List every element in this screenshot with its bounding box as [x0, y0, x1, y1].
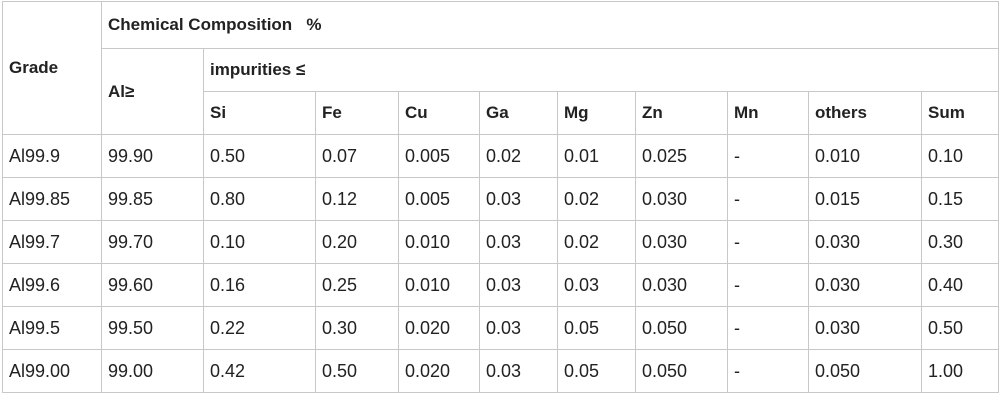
grade-cell: Al99.6 [2, 263, 102, 307]
value-cell: 0.50 [920, 306, 1000, 350]
value-cell: 0.05 [557, 349, 636, 393]
value-cell: 0.03 [479, 177, 558, 221]
value-cell: 0.03 [557, 263, 636, 307]
value-cell: 0.030 [635, 177, 728, 221]
header-row: Al≥ impurities ≤ [3, 48, 1000, 135]
value-cell: 0.020 [398, 306, 480, 350]
value-cell: 0.030 [808, 306, 922, 350]
value-cell: 0.10 [203, 220, 316, 264]
value-cell: 0.005 [398, 134, 480, 178]
value-cell: - [727, 220, 809, 264]
value-cell: 0.50 [315, 349, 399, 393]
value-cell: 0.050 [635, 349, 728, 393]
header-cell: Chemical Composition % [100, 1, 1000, 49]
value-cell: 0.16 [203, 263, 316, 307]
data-row: Al99.00 99.00 0.42 0.50 0.020 0.03 0.05 0.050-0… [2, 349, 1000, 393]
value-cell: 0.02 [557, 177, 636, 221]
column-header: Mn [727, 91, 809, 135]
value-cell: 0.020 [398, 349, 480, 393]
header-cell: impurities ≤ [202, 48, 1000, 92]
column-header: Ga [479, 91, 558, 135]
value-cell: 0.03 [479, 220, 558, 264]
grade-cell: Al99.5 [2, 306, 102, 350]
value-cell: 0.015 [808, 177, 922, 221]
value-cell: 0.005 [398, 177, 480, 221]
column-header: Sum [920, 91, 1000, 135]
header-cell: Al≥ [101, 48, 204, 135]
column-header: Zn [635, 91, 728, 135]
value-cell: 0.03 [479, 263, 558, 307]
value-cell: 0.30 [920, 220, 1000, 264]
grade-cell: Al99.9 [2, 134, 102, 178]
column-header: Si [203, 91, 316, 135]
value-cell: 0.050 [808, 349, 922, 393]
value-cell: 0.010 [398, 220, 480, 264]
value-cell: 0.030 [808, 263, 922, 307]
value-cell: 0.010 [398, 263, 480, 307]
grade-cell: Al99.00 [2, 349, 102, 393]
value-cell: 1.00 [920, 349, 1000, 393]
value-cell: 0.80 [203, 177, 316, 221]
value-cell: 99.90 [101, 134, 204, 178]
column-header: Fe [315, 91, 399, 135]
column-header: Cu [398, 91, 480, 135]
value-cell: 0.02 [479, 134, 558, 178]
value-cell: 0.025 [635, 134, 728, 178]
value-cell: 99.50 [101, 306, 204, 350]
value-cell: - [727, 134, 809, 178]
data-row: Al99.9 99.90 0.50 0.07 0.005 0.02 0.01 0.025-0.… [2, 134, 1000, 178]
value-cell: 0.25 [315, 263, 399, 307]
value-cell: 0.01 [557, 134, 636, 178]
value-cell: 0.12 [315, 177, 399, 221]
value-cell: 0.03 [479, 306, 558, 350]
value-cell: 0.15 [920, 177, 1000, 221]
value-cell: 0.07 [315, 134, 399, 178]
value-cell: 99.70 [101, 220, 204, 264]
value-cell: 0.30 [315, 306, 399, 350]
value-cell: - [727, 177, 809, 221]
data-row: Al99.6 99.60 0.16 0.25 0.010 0.03 0.03 0.030-0.… [2, 263, 1000, 307]
value-cell: 0.030 [635, 220, 728, 264]
value-cell: 0.50 [203, 134, 316, 178]
value-cell: 0.05 [557, 306, 636, 350]
value-cell: - [727, 263, 809, 307]
header-row: Si Fe Cu Ga Mg Zn Mn others Sum [3, 91, 1000, 135]
value-cell: 0.10 [920, 134, 1000, 178]
composition-table: Grade Chemical Composition % Al≥ impurit… [2, 1, 1000, 393]
value-cell: 0.42 [203, 349, 316, 393]
value-cell: 0.02 [557, 220, 636, 264]
value-cell: 0.20 [315, 220, 399, 264]
column-header: others [808, 91, 922, 135]
data-row: Al99.7 99.70 0.10 0.20 0.010 0.03 0.02 0.030-0.… [2, 220, 1000, 264]
header-cell: Grade [2, 1, 102, 135]
value-cell: 99.00 [101, 349, 204, 393]
value-cell: 0.40 [920, 263, 1000, 307]
column-header: Mg [557, 91, 636, 135]
value-cell: 0.030 [808, 220, 922, 264]
grade-cell: Al99.7 [2, 220, 102, 264]
value-cell: 0.030 [635, 263, 728, 307]
value-cell: 0.03 [479, 349, 558, 393]
header-row: Grade Chemical Composition % [2, 1, 1000, 135]
value-cell: 99.60 [101, 263, 204, 307]
value-cell: 99.85 [101, 177, 204, 221]
grade-cell: Al99.85 [2, 177, 102, 221]
value-cell: - [727, 306, 809, 350]
value-cell: 0.050 [635, 306, 728, 350]
value-cell: 0.22 [203, 306, 316, 350]
table-body: Grade Chemical Composition % Al≥ impurit… [2, 1, 1000, 393]
value-cell: - [727, 349, 809, 393]
data-row: Al99.5 99.50 0.22 0.30 0.020 0.03 0.05 0.050-0.… [2, 306, 1000, 350]
value-cell: 0.010 [808, 134, 922, 178]
data-row: Al99.85 99.85 0.80 0.12 0.005 0.03 0.02 0.030-0… [2, 177, 1000, 221]
